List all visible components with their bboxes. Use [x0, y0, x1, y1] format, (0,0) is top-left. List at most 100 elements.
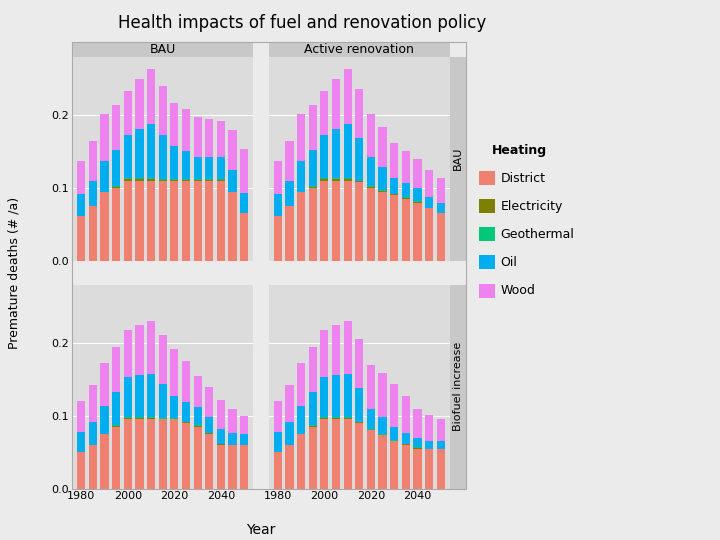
Bar [436, 449, 445, 489]
Bar [147, 69, 156, 124]
Bar [379, 435, 387, 489]
Bar [379, 190, 387, 191]
Bar [366, 186, 375, 187]
Bar [285, 445, 294, 489]
Bar [89, 422, 97, 445]
Text: BAU: BAU [150, 43, 176, 56]
Text: Premature deaths (# /a): Premature deaths (# /a) [8, 197, 21, 349]
Text: Geothermal: Geothermal [500, 228, 575, 241]
Bar [158, 418, 167, 420]
Bar [228, 433, 237, 445]
Text: Electricity: Electricity [500, 200, 563, 213]
Bar [297, 434, 305, 489]
Bar [332, 179, 340, 180]
Bar [101, 113, 109, 161]
Bar [297, 113, 305, 161]
Bar [285, 422, 294, 445]
Bar [240, 193, 248, 213]
Bar [355, 422, 364, 423]
Bar [332, 129, 340, 178]
Bar [171, 146, 179, 179]
Text: Year: Year [246, 523, 276, 537]
Bar [77, 194, 86, 215]
Bar [274, 453, 282, 489]
Bar [182, 422, 190, 423]
Bar [228, 445, 237, 489]
Bar [182, 179, 190, 180]
Bar [147, 178, 156, 179]
Bar [205, 179, 213, 180]
Bar [112, 186, 120, 187]
Bar [101, 192, 109, 261]
Bar [101, 406, 109, 434]
Bar [194, 426, 202, 427]
Bar [413, 437, 421, 447]
Bar [194, 376, 202, 407]
Bar [217, 121, 225, 157]
Bar [205, 433, 213, 434]
Bar [343, 321, 351, 374]
Bar [390, 194, 398, 195]
Bar [425, 441, 433, 449]
Bar [366, 187, 375, 188]
Bar [217, 444, 225, 445]
Bar [217, 157, 225, 179]
Bar [309, 347, 317, 393]
Bar [355, 423, 364, 489]
Bar [425, 170, 433, 197]
Bar [297, 192, 305, 261]
Bar [320, 330, 328, 377]
Bar [332, 326, 340, 375]
Bar [101, 161, 109, 192]
Bar [355, 89, 364, 138]
Bar [124, 418, 132, 420]
Bar [205, 157, 213, 179]
Text: Oil: Oil [500, 256, 517, 269]
Bar [124, 134, 132, 178]
Bar [402, 433, 410, 443]
Bar [309, 426, 317, 427]
Bar [390, 384, 398, 427]
Bar [194, 407, 202, 426]
Bar [124, 377, 132, 417]
Bar [297, 362, 305, 406]
Bar [182, 180, 190, 261]
Bar [379, 167, 387, 190]
Bar [309, 186, 317, 187]
Bar [390, 178, 398, 194]
Bar [124, 179, 132, 180]
Bar [343, 418, 351, 420]
Bar [425, 415, 433, 441]
Bar [402, 443, 410, 444]
Bar [171, 418, 179, 420]
Bar [436, 213, 445, 261]
Bar [89, 180, 97, 206]
Bar [413, 408, 421, 437]
Bar [101, 362, 109, 406]
Bar [343, 124, 351, 178]
Bar [171, 180, 179, 261]
Bar [355, 388, 364, 422]
Bar [217, 445, 225, 489]
Bar [89, 445, 97, 489]
Bar [402, 183, 410, 198]
Bar [77, 215, 86, 261]
Bar [171, 418, 179, 419]
Bar [402, 396, 410, 433]
Bar [217, 180, 225, 261]
Bar [205, 119, 213, 157]
Bar [436, 203, 445, 213]
Bar [343, 179, 351, 180]
Bar [366, 365, 375, 408]
Bar [320, 420, 328, 489]
Bar [413, 188, 421, 201]
Bar [77, 401, 86, 432]
Bar [436, 420, 445, 441]
Bar [320, 179, 328, 180]
Bar [124, 330, 132, 377]
Bar [194, 157, 202, 179]
Bar [366, 429, 375, 430]
Bar [112, 150, 120, 186]
Bar [158, 136, 167, 179]
Bar [135, 417, 143, 418]
